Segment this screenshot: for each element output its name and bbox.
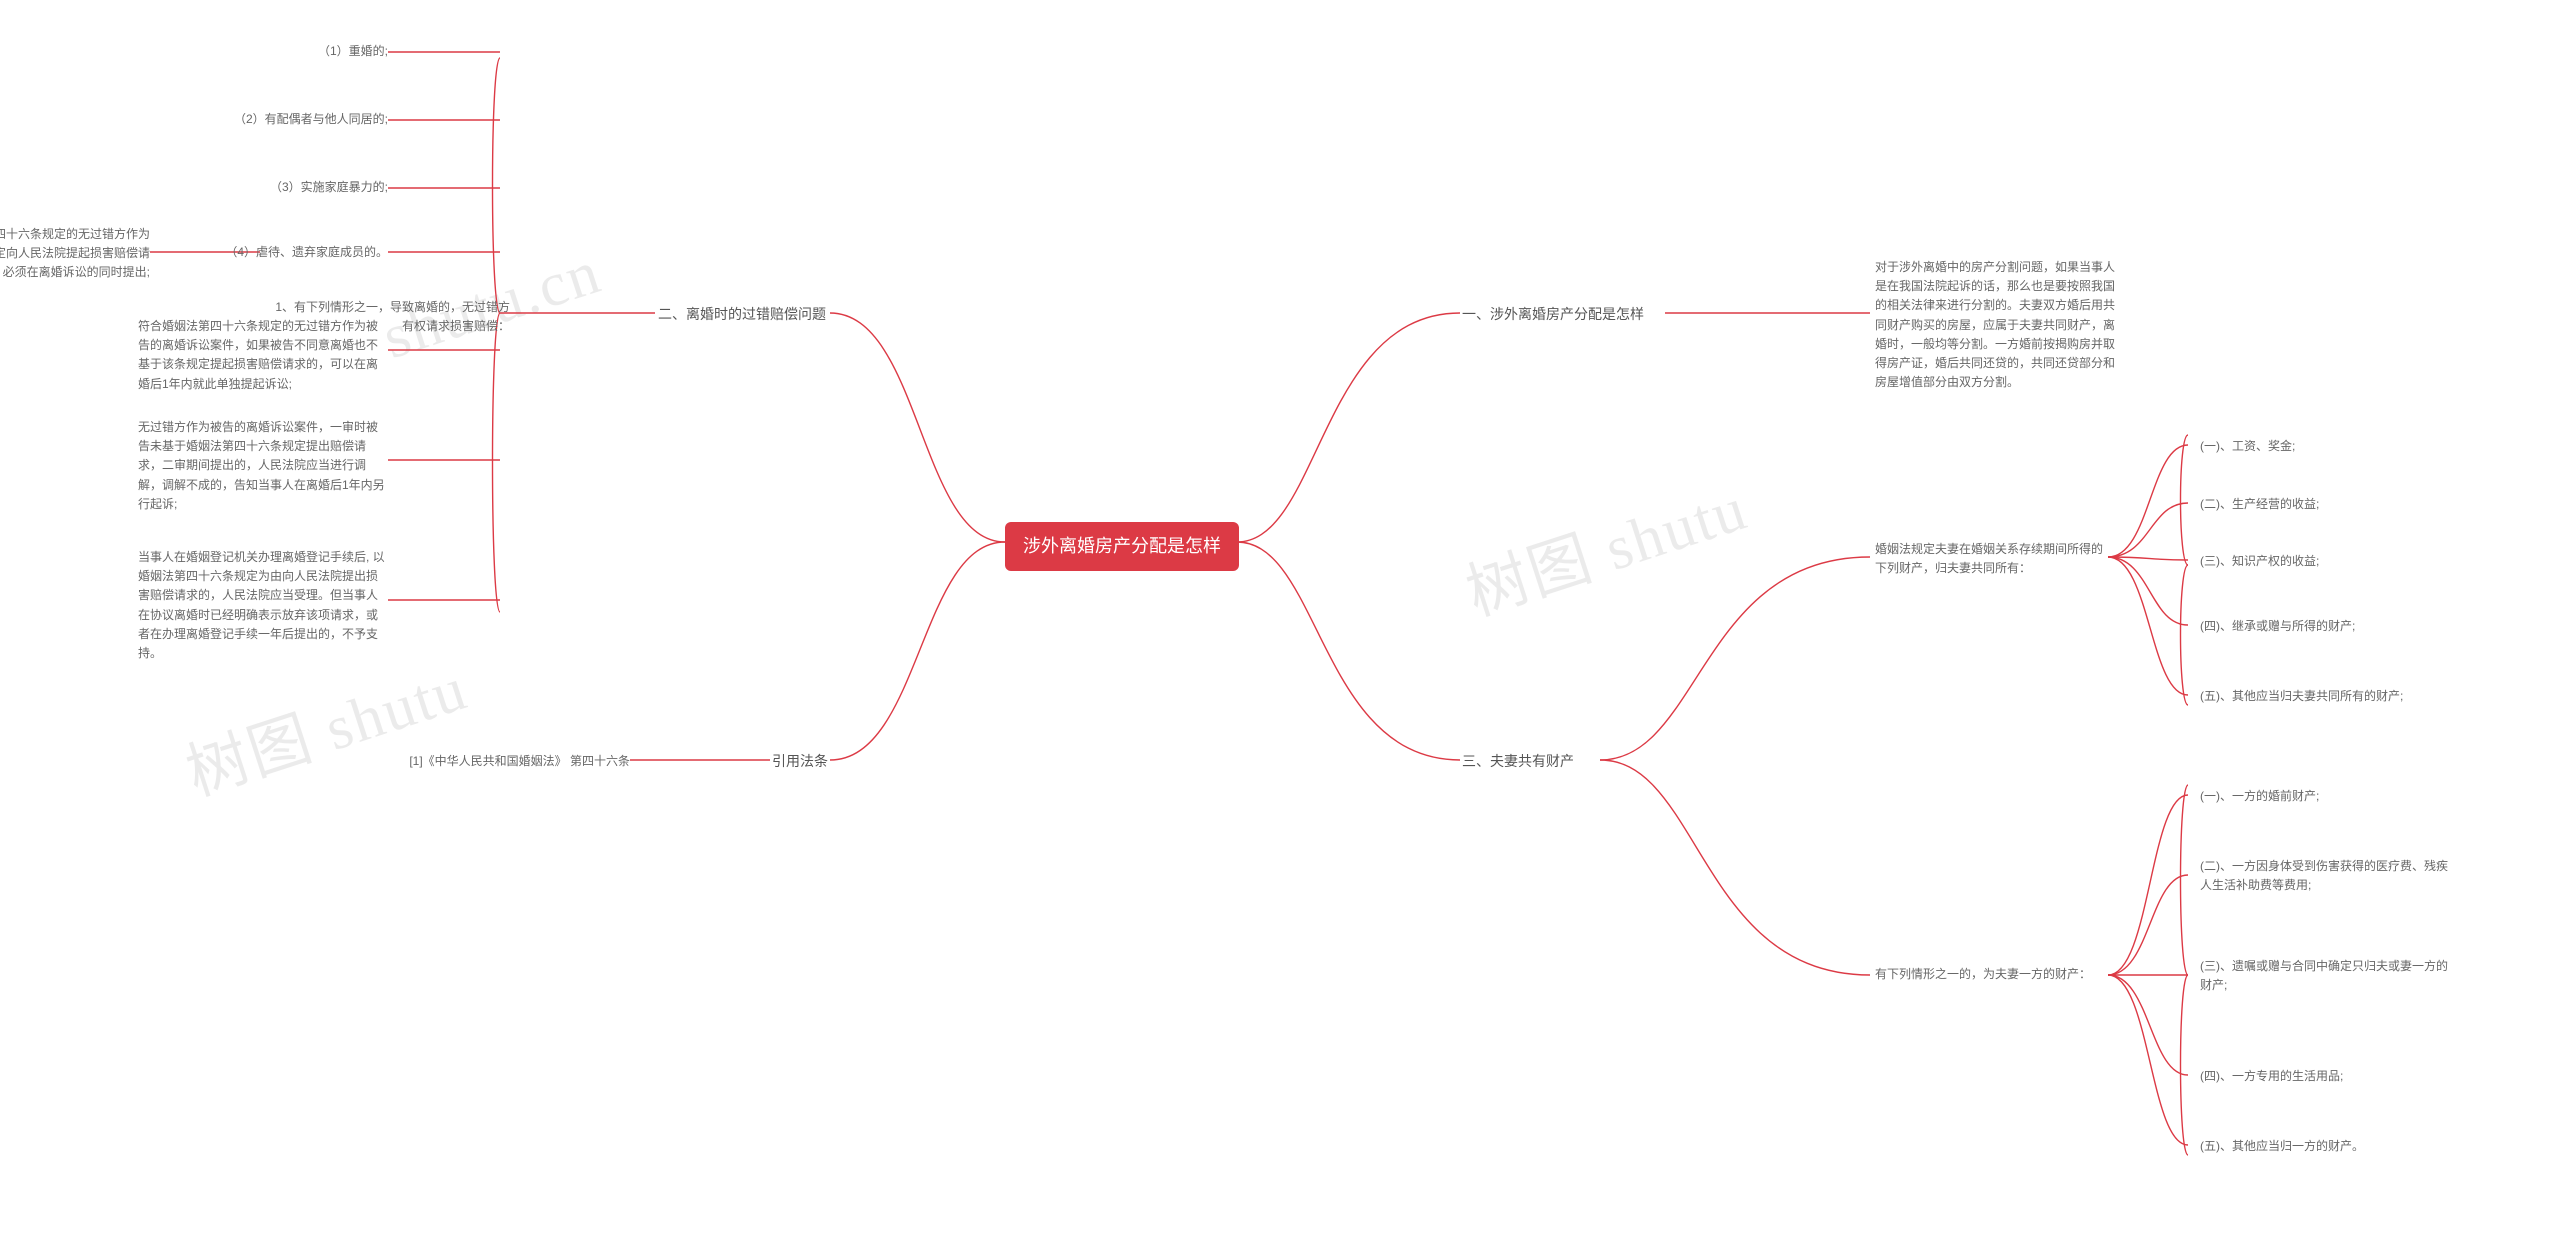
branch-2-s2: 2、符合婚姻法第四十六条规定的无过错方作为原告基于该条规定向人民法院提起损害赔偿… — [0, 225, 150, 283]
g2-item-3: (三)、遗嘱或赠与合同中确定只归夫或妻一方的财产; — [2200, 957, 2455, 995]
branch-1: 一、涉外离婚房产分配是怎样 — [1462, 303, 1644, 325]
cite-item: [1]《中华人民共和国婚姻法》 第四十六条 — [409, 752, 630, 771]
root-node: 涉外离婚房产分配是怎样 — [1005, 522, 1239, 571]
branch-2: 二、离婚时的过错赔偿问题 — [658, 303, 826, 325]
g1-item-4: (四)、继承或赠与所得的财产; — [2200, 617, 2355, 636]
mindmap-canvas: shutu.cn 树图 shutu 树图 shutu — [0, 0, 2560, 1259]
s1-item-3: （3）实施家庭暴力的; — [270, 178, 388, 197]
g1-item-2: (二)、生产经营的收益; — [2200, 495, 2319, 514]
g1-item-5: (五)、其他应当归夫妻共同所有的财产; — [2200, 687, 2403, 706]
g1-item-3: (三)、知识产权的收益; — [2200, 552, 2319, 571]
s2-p2: 无过错方作为被告的离婚诉讼案件，一审时被告未基于婚姻法第四十六条规定提出赔偿请求… — [138, 418, 388, 514]
watermark: 树图 shutu — [1453, 457, 1756, 632]
watermark: 树图 shutu — [173, 637, 476, 812]
g2-item-1: (一)、一方的婚前财产; — [2200, 787, 2319, 806]
g2-item-5: (五)、其他应当归一方的财产。 — [2200, 1137, 2364, 1156]
branch-cite: 引用法条 — [772, 750, 828, 772]
s1-item-1: （1）重婚的; — [318, 42, 388, 61]
s1-item-4: （4）虐待、遗弃家庭成员的。 — [225, 243, 388, 262]
g2-item-2: (二)、一方因身体受到伤害获得的医疗费、残疾人生活补助费等费用; — [2200, 857, 2455, 895]
g2-item-4: (四)、一方专用的生活用品; — [2200, 1067, 2343, 1086]
s2-p1: 符合婚姻法第四十六条规定的无过错方作为被告的离婚诉讼案件，如果被告不同意离婚也不… — [138, 317, 388, 394]
s2-p3: 当事人在婚姻登记机关办理离婚登记手续后, 以婚姻法第四十六条规定为由向人民法院提… — [138, 548, 388, 663]
branch-3: 三、夫妻共有财产 — [1462, 750, 1574, 772]
branch-1-desc: 对于涉外离婚中的房产分割问题，如果当事人是在我国法院起诉的话，那么也是要按照我国… — [1875, 258, 2125, 392]
branch-3-g1: 婚姻法规定夫妻在婚姻关系存续期间所得的下列财产，归夫妻共同所有： — [1875, 540, 2110, 578]
branch-3-g2: 有下列情形之一的，为夫妻一方的财产： — [1875, 965, 2091, 984]
g1-item-1: (一)、工资、奖金; — [2200, 437, 2295, 456]
s1-item-2: （2）有配偶者与他人同居的; — [234, 110, 388, 129]
